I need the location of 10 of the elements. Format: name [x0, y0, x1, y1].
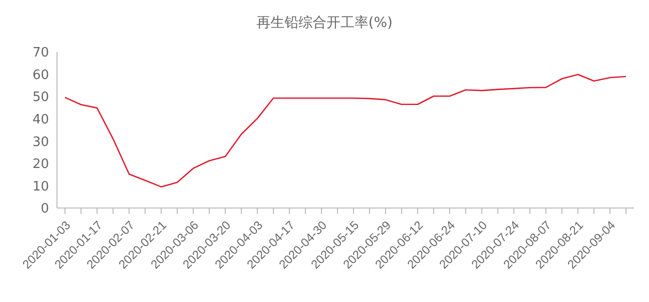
chart-title: 再生铅综合开工率(%)	[255, 14, 394, 32]
y-tick-label: 20	[32, 157, 49, 172]
y-tick-label: 30	[32, 134, 49, 150]
y-tick-label: 60	[32, 68, 49, 83]
y-tick-label: 0	[40, 202, 49, 217]
line-series	[64, 74, 627, 188]
y-tick-label: 40	[32, 112, 49, 128]
y-tick-label: 50	[32, 90, 49, 106]
y-tick-label: 70	[32, 46, 49, 61]
y-tick-label: 10	[32, 179, 49, 194]
